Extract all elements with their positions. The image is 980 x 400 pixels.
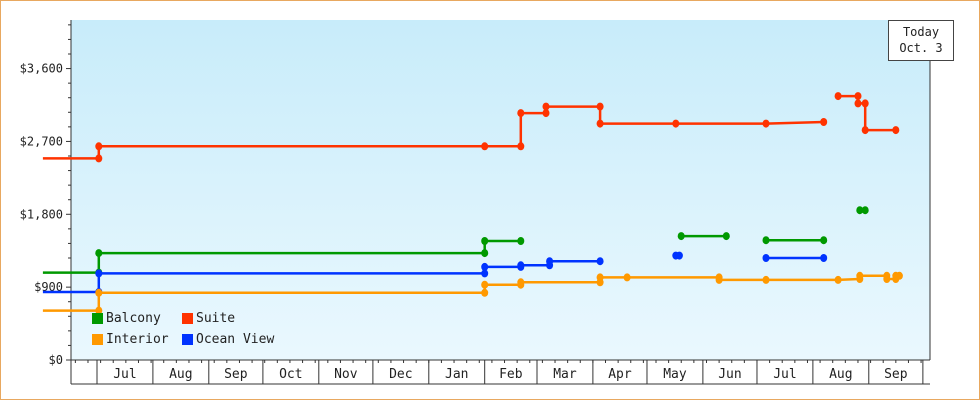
data-point-interior-0-12 <box>762 275 770 284</box>
y-tick-label-4: $3,600 <box>20 62 63 76</box>
data-point-suite-0-10 <box>672 119 680 128</box>
data-point-suite-0-5 <box>517 109 525 118</box>
data-point-balcony-0-2 <box>95 249 103 258</box>
data-point-ocean-view-0-3 <box>481 269 489 278</box>
data-point-interior-0-8 <box>596 273 604 282</box>
x-tick-label-5: Dec <box>389 367 412 382</box>
data-point-interior-0-9 <box>623 273 631 282</box>
data-point-interior-0-13 <box>834 275 842 284</box>
today-label: Today <box>902 25 940 39</box>
x-tick-label-0: Jul <box>113 367 136 382</box>
legend: Balcony Suite Interior Ocean View <box>92 311 302 353</box>
y-tick-label-0: $0 <box>49 353 63 367</box>
data-point-suite-0-6 <box>542 109 550 118</box>
data-point-ocean-view-1-1 <box>675 251 683 260</box>
x-tick-label-1: Aug <box>169 367 192 382</box>
legend-label-suite: Suite <box>196 311 236 326</box>
data-point-ocean-view-0-2 <box>95 269 103 278</box>
legend-label-balcony: Balcony <box>106 311 161 326</box>
today-date: Oct. 3 <box>899 41 943 55</box>
data-point-suite-0-9 <box>596 119 604 128</box>
data-point-suite-1-2 <box>854 99 862 108</box>
legend-label-ocean-view: Ocean View <box>196 332 275 347</box>
x-tick-label-13: Aug <box>829 367 852 382</box>
x-tick-label-3: Oct <box>279 367 302 382</box>
x-tick-label-6: Jan <box>445 367 468 382</box>
legend-item-interior: Interior <box>92 332 169 347</box>
data-point-balcony-2-1 <box>820 236 828 245</box>
data-point-interior-0-1 <box>95 306 103 315</box>
x-tick-label-12: Jul <box>773 367 796 382</box>
data-point-ocean-view-2-1 <box>820 254 828 262</box>
x-tick-label-7: Feb <box>499 367 523 382</box>
legend-swatch-ocean-view <box>182 334 193 345</box>
data-point-suite-0-8 <box>596 102 604 111</box>
data-point-suite-1-4 <box>861 126 869 135</box>
data-point-balcony-2-0 <box>762 236 770 245</box>
data-point-balcony-0-3 <box>481 249 489 258</box>
data-point-suite-0-11 <box>762 119 770 128</box>
data-point-suite-0-12 <box>820 118 828 126</box>
data-point-interior-0-17 <box>883 275 891 283</box>
today-marker: Today Oct. 3 <box>888 20 954 61</box>
data-point-interior-0-2 <box>95 288 103 297</box>
data-point-balcony-1-1 <box>722 232 730 241</box>
legend-item-balcony: Balcony <box>92 311 161 326</box>
y-tick-label-3: $2,700 <box>20 134 63 148</box>
data-point-interior-0-20 <box>895 271 903 280</box>
data-point-ocean-view-0-6 <box>517 261 525 270</box>
data-point-balcony-0-4 <box>481 237 489 245</box>
x-tick-label-14: Sep <box>884 367 908 382</box>
x-tick-label-4: Nov <box>334 367 358 382</box>
data-point-ocean-view-0-8 <box>546 257 554 266</box>
legend-swatch-suite <box>182 313 193 324</box>
data-point-suite-1-5 <box>892 126 900 135</box>
x-tick-label-8: Mar <box>553 367 577 382</box>
plot-area <box>71 20 930 360</box>
data-point-suite-1-1 <box>854 92 862 101</box>
legend-label-interior: Interior <box>106 332 169 347</box>
data-point-suite-0-4 <box>517 142 525 151</box>
legend-swatch-interior <box>92 334 103 345</box>
data-point-ocean-view-2-0 <box>762 254 770 262</box>
y-tick-label-1: $900 <box>34 280 63 294</box>
data-point-suite-1-0 <box>834 92 842 101</box>
data-point-suite-0-3 <box>481 142 489 151</box>
legend-item-suite: Suite <box>182 311 235 326</box>
data-point-interior-0-6 <box>517 278 525 287</box>
data-point-interior-0-3 <box>481 288 489 297</box>
x-tick-label-2: Sep <box>224 367 248 382</box>
data-point-balcony-1-0 <box>677 232 685 241</box>
x-tick-label-10: May <box>663 367 687 382</box>
data-point-suite-0-2 <box>95 142 103 151</box>
series-line-balcony-0 <box>42 239 521 274</box>
data-point-ocean-view-0-4 <box>481 262 489 271</box>
y-tick-label-2: $1,800 <box>20 207 63 221</box>
data-point-balcony-3-0 <box>856 206 864 215</box>
data-point-interior-0-11 <box>715 275 723 284</box>
x-tick-label-11: Jun <box>718 367 741 382</box>
data-point-suite-0-1 <box>95 154 103 163</box>
data-point-suite-1-3 <box>861 99 869 108</box>
data-point-interior-0-15 <box>856 271 864 280</box>
legend-item-ocean-view: Ocean View <box>182 332 274 347</box>
data-point-balcony-0-5 <box>517 237 525 245</box>
x-tick-label-9: Apr <box>608 367 632 382</box>
data-point-interior-0-4 <box>481 280 489 289</box>
data-point-balcony-3-1 <box>861 206 869 215</box>
legend-swatch-balcony <box>92 313 103 324</box>
data-point-ocean-view-0-9 <box>596 257 604 266</box>
data-point-suite-0-7 <box>542 102 550 111</box>
